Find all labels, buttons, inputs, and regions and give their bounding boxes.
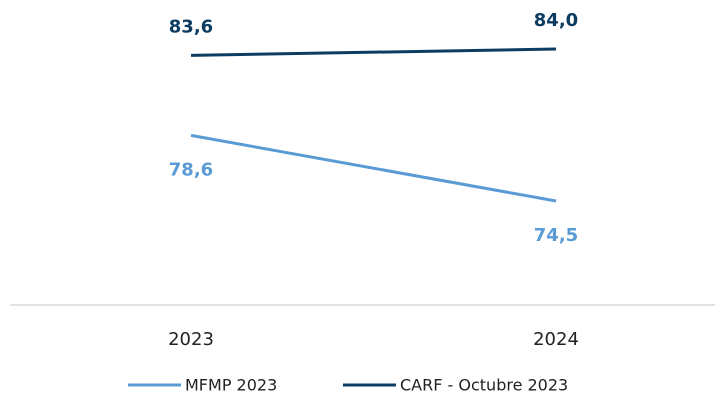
data-label: 78,6 <box>169 159 213 180</box>
series-line <box>190 133 557 203</box>
x-tick-label: 2023 <box>168 329 214 350</box>
data-label: 74,5 <box>534 225 578 246</box>
x-tick-label: 2024 <box>533 329 579 350</box>
series-line <box>190 47 557 57</box>
data-label: 83,6 <box>169 16 213 37</box>
data-label: 84,0 <box>534 10 578 31</box>
legend-label: CARF - Octubre 2023 <box>400 376 568 395</box>
legend-label: MFMP 2023 <box>185 376 277 395</box>
